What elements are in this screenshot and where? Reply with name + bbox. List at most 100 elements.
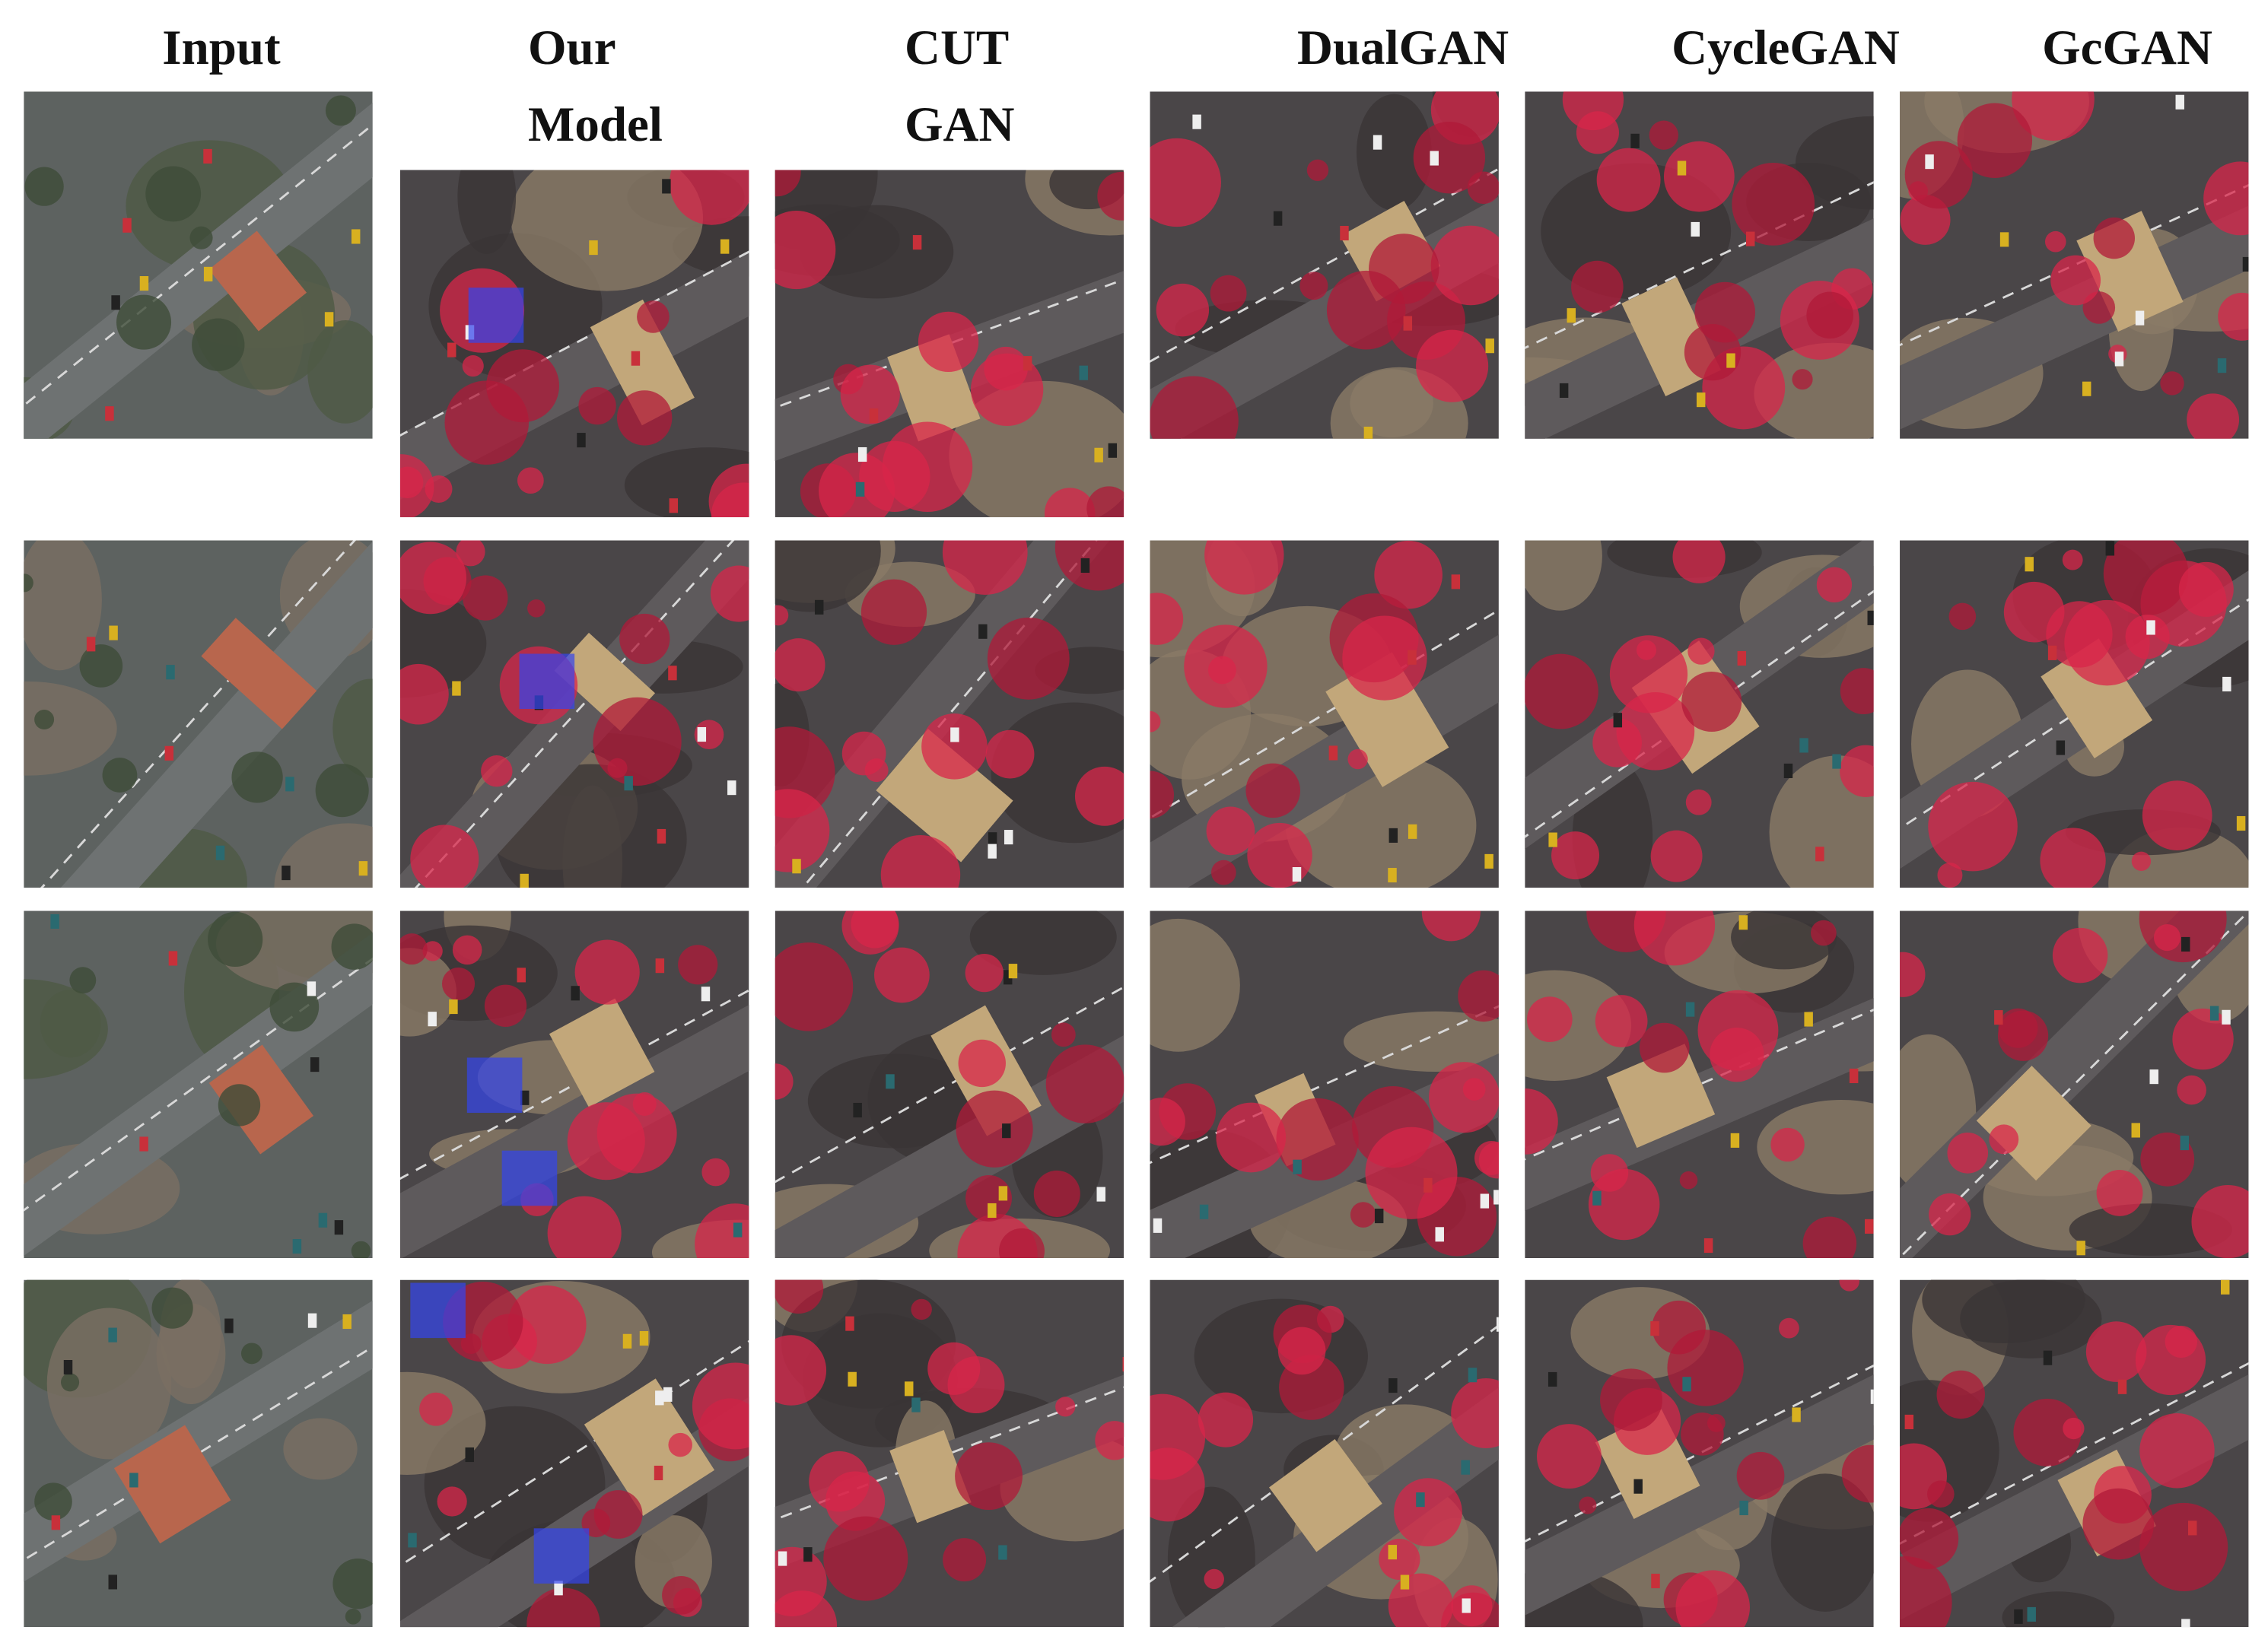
vegetation xyxy=(1600,1368,1662,1432)
vegetation xyxy=(1736,1451,1785,1500)
roof xyxy=(549,998,655,1107)
vegetation xyxy=(2103,540,2189,616)
vegetation xyxy=(851,910,899,949)
vegetation xyxy=(1184,624,1268,708)
car xyxy=(657,828,666,844)
vegetation xyxy=(1204,540,1284,595)
vegetation xyxy=(1810,920,1837,946)
ground-patch xyxy=(1960,1279,2102,1358)
vegetation xyxy=(1841,1444,1874,1503)
road-marking xyxy=(24,930,373,1238)
car xyxy=(2117,1379,2127,1394)
vegetation xyxy=(1086,486,1124,517)
vegetation xyxy=(1369,234,1439,304)
vegetation xyxy=(874,947,930,1003)
ground-patch xyxy=(46,1308,172,1460)
car xyxy=(1682,1377,1691,1392)
tile-content xyxy=(24,91,373,439)
column-header: GcGAN xyxy=(2042,21,2212,75)
vegetation xyxy=(345,1608,361,1625)
car xyxy=(50,914,59,929)
highlight-box xyxy=(468,288,524,343)
vegetation xyxy=(775,605,789,626)
vegetation xyxy=(1150,593,1184,645)
car xyxy=(1730,1133,1740,1148)
car xyxy=(1122,1357,1124,1372)
car xyxy=(2181,1619,2190,1628)
car xyxy=(1388,868,1397,883)
car xyxy=(2043,1350,2053,1365)
vegetation xyxy=(1394,1478,1462,1547)
image-tile xyxy=(1525,91,1874,439)
ground-patch xyxy=(24,540,102,671)
vegetation xyxy=(1413,121,1486,194)
vegetation xyxy=(1451,1377,1499,1448)
highlight-box xyxy=(501,1150,558,1206)
car xyxy=(2056,740,2066,755)
car xyxy=(2047,645,2057,660)
car xyxy=(1633,1479,1643,1494)
vegetation xyxy=(208,911,263,968)
car xyxy=(2187,1520,2197,1536)
vegetation xyxy=(775,210,836,290)
car xyxy=(988,1203,997,1219)
vegetation xyxy=(332,1558,373,1609)
ground-patch xyxy=(1757,1099,1874,1195)
car xyxy=(203,266,213,281)
car xyxy=(351,229,361,244)
vegetation xyxy=(2218,292,2249,341)
highlight-box xyxy=(410,1282,466,1339)
car xyxy=(1008,964,1018,979)
car xyxy=(318,1212,328,1228)
car xyxy=(2236,815,2246,831)
car xyxy=(2180,1136,2190,1151)
roof xyxy=(590,299,695,426)
vegetation xyxy=(1150,1098,1185,1146)
roof xyxy=(584,1378,715,1517)
vegetation xyxy=(578,386,616,425)
car xyxy=(1451,574,1461,589)
vegetation xyxy=(2187,393,2240,439)
car xyxy=(1691,221,1700,237)
tile-content xyxy=(1525,91,1874,439)
vegetation xyxy=(958,1039,1006,1088)
vegetation xyxy=(970,353,1044,426)
car xyxy=(1199,1204,1209,1219)
car xyxy=(2222,1009,2231,1025)
car xyxy=(1651,1573,1660,1589)
tile-content xyxy=(1150,910,1499,1259)
vegetation xyxy=(775,170,801,197)
car xyxy=(1904,1414,1914,1429)
roof xyxy=(889,1430,972,1524)
vegetation xyxy=(616,390,673,446)
car xyxy=(1650,1321,1659,1336)
ground-patch xyxy=(969,910,1117,975)
car xyxy=(1373,135,1382,150)
vegetation xyxy=(102,758,138,793)
ground-patch xyxy=(274,823,373,888)
car xyxy=(1403,316,1413,331)
car xyxy=(669,498,679,513)
car xyxy=(662,179,671,194)
car xyxy=(1737,650,1747,666)
vegetation xyxy=(2142,780,2212,850)
car xyxy=(520,873,529,888)
car xyxy=(988,832,997,847)
car xyxy=(803,1547,813,1562)
vegetation xyxy=(1051,1022,1076,1047)
vegetation xyxy=(1054,540,1124,591)
car xyxy=(1849,1068,1859,1084)
car xyxy=(1994,1010,2003,1025)
image-tile xyxy=(24,1279,373,1628)
vegetation xyxy=(860,579,927,645)
ground-patch xyxy=(1150,918,1240,1052)
car xyxy=(778,1551,787,1566)
vegetation xyxy=(1927,1480,1955,1508)
vegetation xyxy=(1095,1421,1124,1460)
car xyxy=(2209,1006,2219,1021)
car xyxy=(1292,867,1302,882)
car xyxy=(1783,763,1793,779)
car xyxy=(1493,1190,1499,1205)
vegetation xyxy=(823,1516,908,1601)
image-tile xyxy=(775,170,1124,517)
